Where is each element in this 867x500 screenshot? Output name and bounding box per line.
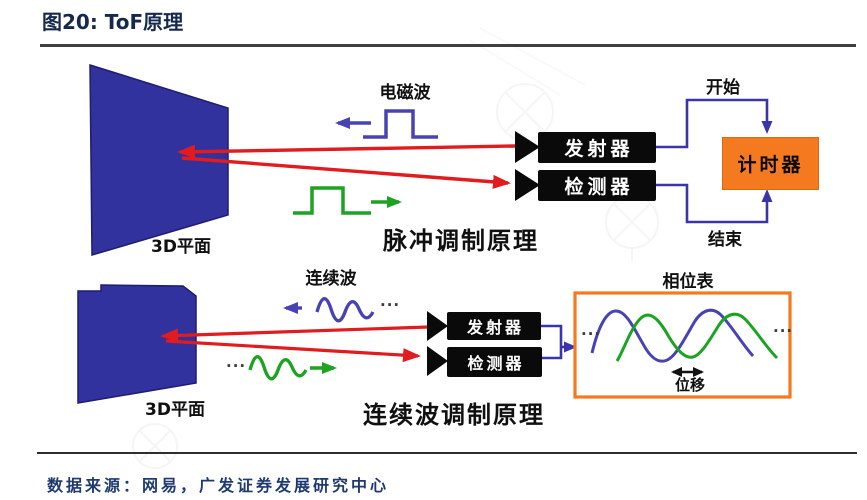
cw-waveform-out bbox=[315, 297, 375, 323]
figure-title: 图20: ToF原理 bbox=[42, 10, 184, 34]
pulse-beam-out-arrow bbox=[177, 144, 516, 159]
cw-emitter-box: 发射器 bbox=[447, 312, 541, 340]
phase-table-label: 相位表 bbox=[662, 272, 714, 292]
stop-signal-connector bbox=[652, 183, 773, 224]
cw-return-ellipsis: ··· bbox=[226, 357, 247, 375]
cw-caption: 连续波调制原理 bbox=[363, 401, 545, 429]
phase-wave-reference bbox=[590, 308, 755, 363]
footer-divider bbox=[37, 452, 857, 454]
cw-out-ellipsis: ··· bbox=[380, 296, 401, 314]
pulse-emitter-box: 发射器 bbox=[538, 132, 656, 163]
pulse-waveform-return bbox=[293, 186, 371, 215]
data-source: 数据来源：网易，广发证券发展研究中心 bbox=[47, 476, 390, 495]
phase-left-ellipsis: ··· bbox=[581, 325, 602, 343]
cw-3d-plane-shape bbox=[77, 284, 197, 404]
cw-emitter-label: 发射器 bbox=[466, 318, 524, 337]
pulse-emitter-lens bbox=[515, 131, 540, 163]
phase-right-ellipsis: ··· bbox=[773, 322, 794, 340]
cw-plane-label: 3D平面 bbox=[145, 400, 205, 420]
cw-detector-lens bbox=[427, 346, 448, 376]
pulse-plane-label: 3D平面 bbox=[151, 237, 211, 257]
phase-wave-received bbox=[615, 312, 779, 362]
cw-detector-label: 检测器 bbox=[467, 354, 525, 373]
title-divider bbox=[40, 44, 856, 47]
pulse-detector-label: 检测器 bbox=[564, 176, 634, 198]
pulse-beam-return-arrow bbox=[181, 156, 511, 189]
phase-shift-label: 位移 bbox=[674, 376, 706, 394]
timer-box: 计时器 bbox=[722, 137, 819, 190]
timer-label: 计时器 bbox=[737, 154, 804, 176]
end-label: 结束 bbox=[708, 230, 742, 250]
cw-beam-out-arrow bbox=[160, 325, 429, 343]
cw-merge-connector bbox=[538, 324, 563, 360]
pulse-detector-lens bbox=[515, 169, 540, 201]
cw-detector-box: 检测器 bbox=[447, 347, 542, 377]
start-signal-connector bbox=[652, 98, 773, 149]
start-label: 开始 bbox=[706, 78, 740, 98]
cw-emitter-lens bbox=[427, 311, 448, 341]
pulse-waveform-out bbox=[363, 109, 438, 139]
em-wave-label: 电磁波 bbox=[379, 83, 431, 103]
cw-waveform-return bbox=[248, 355, 308, 381]
pulse-detector-box: 检测器 bbox=[538, 170, 656, 201]
pulse-emitter-label: 发射器 bbox=[564, 138, 634, 160]
cw-wave-label: 连续波 bbox=[305, 269, 357, 289]
cw-beam-return-arrow bbox=[165, 339, 421, 363]
pulse-caption: 脉冲调制原理 bbox=[383, 227, 539, 255]
pulse-3d-plane-shape bbox=[89, 63, 229, 256]
